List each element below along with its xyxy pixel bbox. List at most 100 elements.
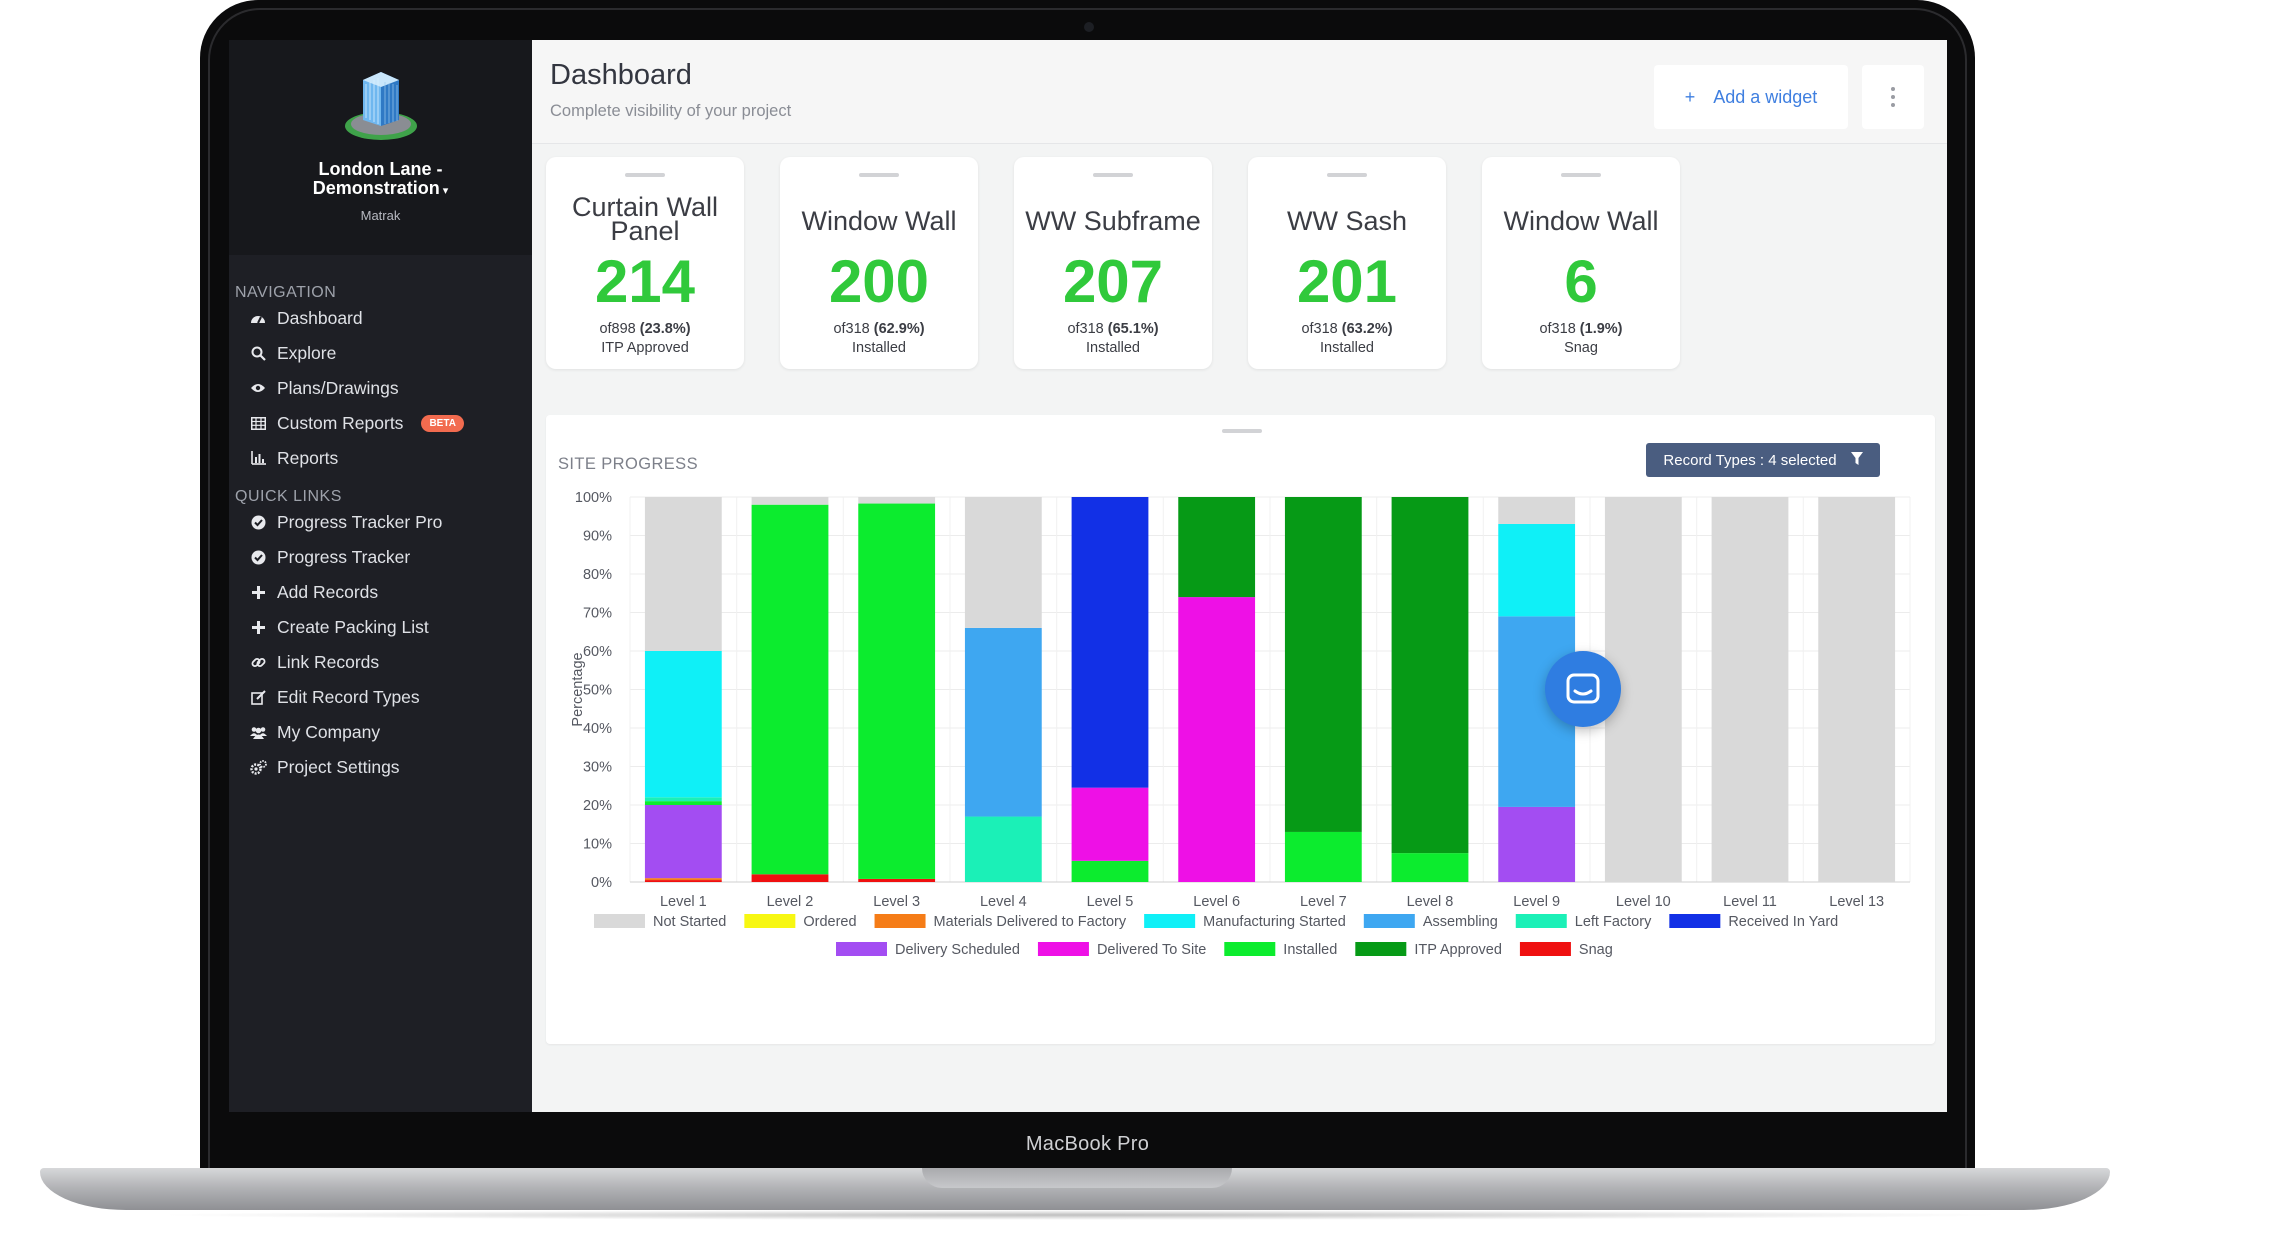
bar-chart-icon [249, 449, 267, 467]
sidebar-item-label: Progress Tracker Pro [277, 511, 443, 532]
sidebar-item-explore[interactable]: Explore [249, 339, 336, 367]
y-tick-label: 0% [591, 875, 612, 891]
x-tick-label: Level 9 [1513, 894, 1560, 910]
card-total: of318 (63.2%) [1248, 321, 1446, 337]
drag-handle[interactable] [859, 173, 899, 177]
card-value: 6 [1564, 248, 1598, 315]
card-percent: (1.9%) [1579, 321, 1623, 337]
card-total: of318 (62.9%) [780, 321, 978, 337]
y-tick-label: 100% [575, 490, 612, 506]
y-tick-label: 20% [583, 798, 612, 814]
caret-down-icon: ▾ [439, 185, 449, 197]
stat-card-window-wall-snag[interactable]: Window Wall 6 of318 (1.9%) Snag [1482, 157, 1680, 369]
legend-label: Delivery Scheduled [895, 942, 1020, 958]
record-types-filter-button[interactable]: Record Types : 4 selected [1646, 443, 1880, 477]
camera-icon [1084, 22, 1094, 32]
card-total: of318 (65.1%) [1014, 321, 1212, 337]
add-widget-button[interactable]: + Add a widget [1654, 65, 1848, 129]
legend-swatch [1144, 914, 1196, 928]
legend-swatch [1669, 914, 1721, 928]
legend-swatch [1355, 942, 1407, 956]
sidebar-item-label: Create Packing List [277, 616, 429, 637]
y-tick-label: 60% [583, 644, 612, 660]
stat-card-curtain-wall-panel[interactable]: Curtain Wall Panel 214 of898 (23.8%) ITP… [546, 157, 744, 369]
bar-segment [644, 651, 722, 798]
project-header: London Lane - Demonstration ▾ Matrak [229, 40, 532, 255]
site-progress-chart: 0% 10% 20% 30% 40% 50% 60% 70% 80% 90% 100% Percent… [570, 490, 1911, 958]
x-tick-label: Level 8 [1407, 894, 1454, 910]
sidebar-item-label: Custom Reports [277, 412, 404, 433]
card-of: of898 [599, 321, 636, 337]
eye-icon [249, 379, 267, 397]
more-options-button[interactable] [1862, 65, 1924, 129]
sidebar-item-label: My Company [277, 721, 381, 742]
y-tick-label: 70% [583, 606, 612, 622]
bar-segment [1391, 853, 1469, 882]
check-circle-icon [249, 548, 267, 566]
card-of: of318 [1067, 321, 1104, 337]
project-switcher[interactable]: London Lane - Demonstration ▾ [229, 160, 532, 201]
sidebar-item-reports[interactable]: Reports [249, 444, 338, 472]
project-name-line2: Demonstration [312, 178, 440, 198]
bar-segment [644, 805, 722, 879]
legend-swatch [874, 914, 926, 928]
sidebar-item-my-company[interactable]: My Company [249, 718, 380, 746]
drag-handle[interactable] [1561, 173, 1601, 177]
sidebar-item-project-settings[interactable]: Project Settings [249, 753, 400, 781]
sidebar-item-custom-reports[interactable]: Custom Reports BETA [249, 409, 464, 437]
legend-swatch [836, 942, 887, 956]
sidebar-item-progress-tracker-pro[interactable]: Progress Tracker Pro [249, 508, 442, 536]
drag-handle[interactable] [625, 173, 665, 177]
card-percent: (62.9%) [873, 321, 925, 337]
stat-card-ww-sash[interactable]: WW Sash 201 of318 (63.2%) Installed [1248, 157, 1446, 369]
main-content: Dashboard Complete visibility of your pr… [532, 40, 1947, 1112]
site-progress-panel: SITE PROGRESS Record Types : 4 selected … [546, 415, 1935, 1044]
sidebar-item-progress-tracker[interactable]: Progress Tracker [249, 543, 410, 571]
sidebar-item-create-packing-list[interactable]: Create Packing List [249, 613, 429, 641]
legend-label: Not Started [653, 914, 726, 930]
sidebar-item-link-records[interactable]: Link Records [249, 648, 379, 676]
sidebar-item-edit-record-types[interactable]: Edit Record Types [249, 683, 420, 711]
legend-label: Received In Yard [1728, 914, 1838, 930]
bar-segment [1498, 806, 1576, 882]
drag-handle[interactable] [1222, 429, 1262, 433]
legend-label: Assembling [1423, 914, 1498, 930]
sidebar-item-add-records[interactable]: Add Records [249, 578, 378, 606]
x-tick-label: Level 7 [1300, 894, 1347, 910]
legend-label: Materials Delivered to Factory [934, 914, 1127, 930]
bar-segment [1284, 831, 1362, 882]
sidebar-item-plans-drawings[interactable]: Plans/Drawings [249, 374, 399, 402]
sidebar-item-dashboard[interactable]: Dashboard [249, 304, 363, 332]
drag-handle[interactable] [1327, 173, 1367, 177]
card-status: Snag [1564, 340, 1598, 356]
company-name: Matrak [360, 208, 401, 223]
chat-launcher-button[interactable] [1545, 651, 1621, 727]
card-value: 207 [1062, 248, 1164, 315]
bar-segment [644, 878, 722, 881]
card-of: of318 [1301, 321, 1338, 337]
legend-label: Delivered To Site [1097, 942, 1206, 958]
panel-title: SITE PROGRESS [558, 455, 698, 473]
stat-card-window-wall[interactable]: Window Wall 200 of318 (62.9%) Installed [780, 157, 978, 369]
card-title: WW Subframe [1025, 206, 1201, 236]
card-of: of318 [833, 321, 870, 337]
laptop-chin: MacBook Pro [200, 0, 1975, 1172]
card-total: of898 (23.8%) [546, 321, 744, 337]
bar-segment [751, 874, 829, 882]
card-title: WW Sash [1286, 206, 1407, 236]
x-tick-label: Level 13 [1829, 894, 1884, 910]
sidebar: London Lane - Demonstration ▾ Matrak NAV… [229, 40, 532, 1112]
bar-segment [1284, 497, 1362, 832]
card-title: Window Wall [1503, 206, 1659, 236]
card-status: Installed [851, 340, 906, 356]
sidebar-item-label: Progress Tracker [277, 546, 411, 567]
beta-badge: BETA [421, 414, 464, 432]
bar-segment [644, 880, 722, 882]
page-title: Dashboard [550, 59, 692, 91]
drag-handle[interactable] [1093, 173, 1133, 177]
bar-segment [644, 497, 722, 651]
legend-swatch [1515, 914, 1567, 928]
filter-label: Record Types : 4 selected [1663, 451, 1837, 469]
stat-card-ww-subframe[interactable]: WW Subframe 207 of318 (65.1%) Installed [1014, 157, 1212, 369]
dot [1891, 103, 1895, 107]
